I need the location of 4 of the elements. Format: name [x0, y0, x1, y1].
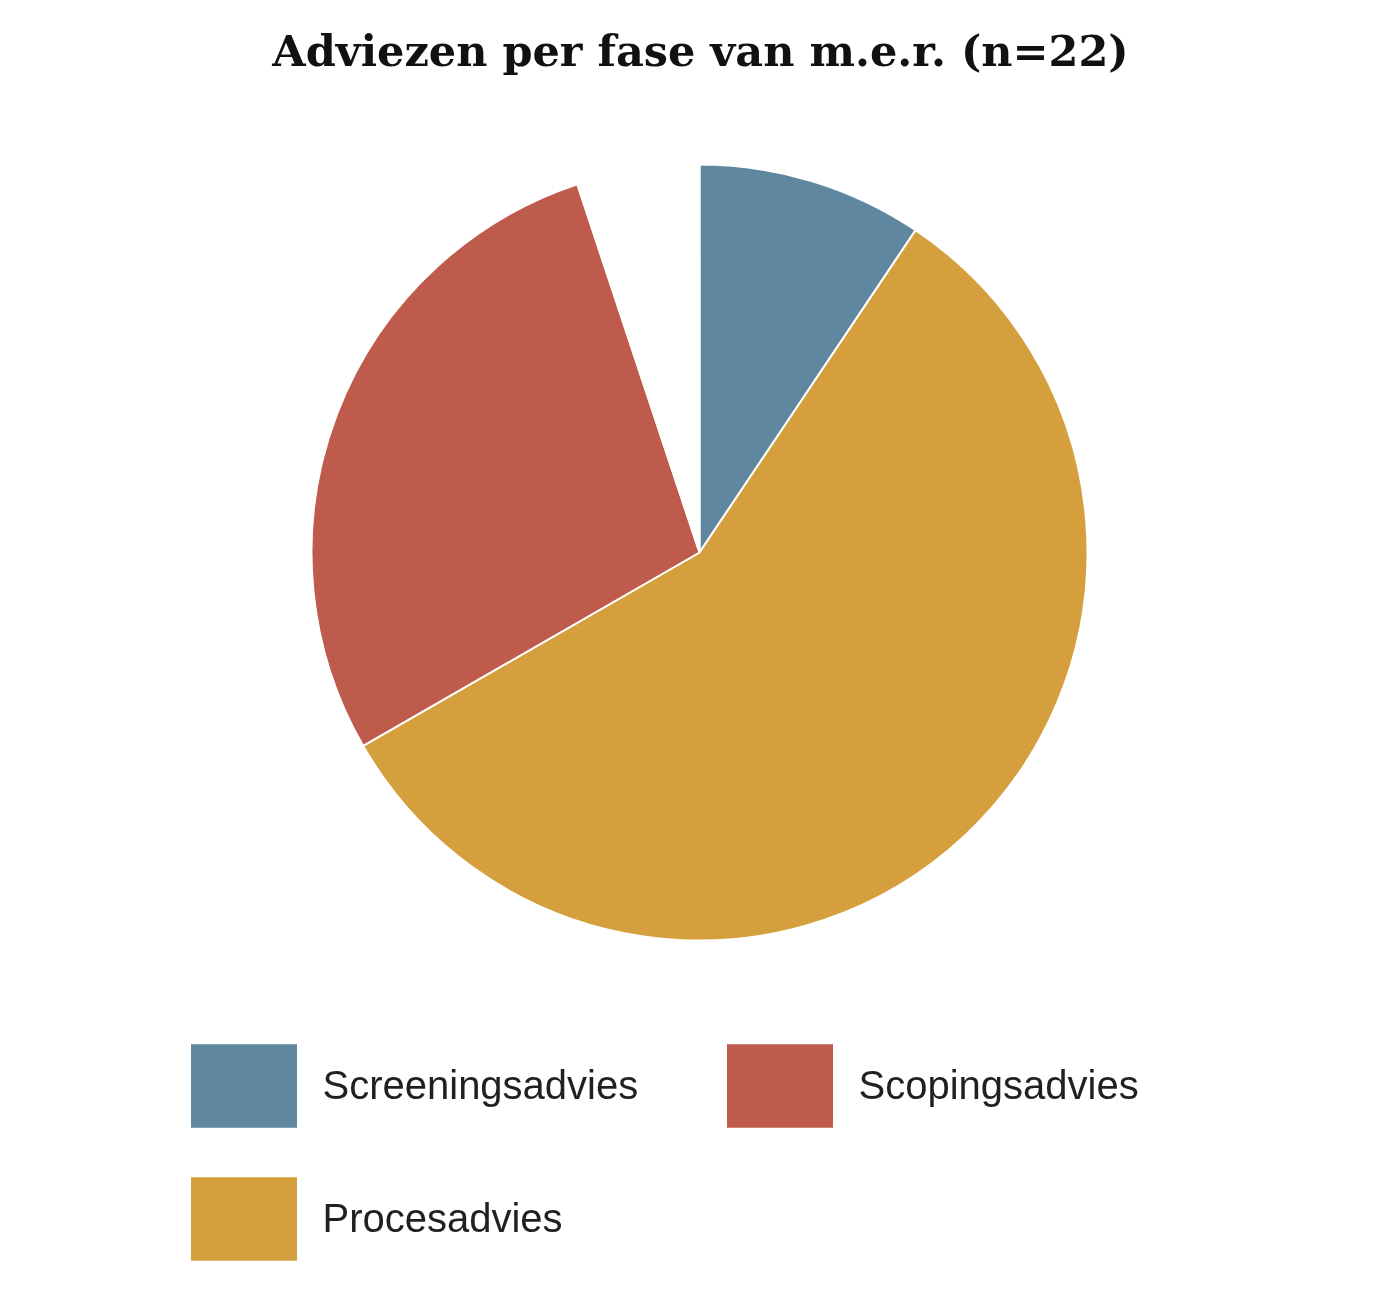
legend-label: Screeningsadvies	[322, 1062, 640, 1108]
legend-label: Procesadvies	[322, 1195, 564, 1241]
chart-title: Adviezen per fase van m.e.r. (n=22)	[271, 25, 1129, 76]
legend-label: Scopingsadvies	[858, 1062, 1140, 1108]
